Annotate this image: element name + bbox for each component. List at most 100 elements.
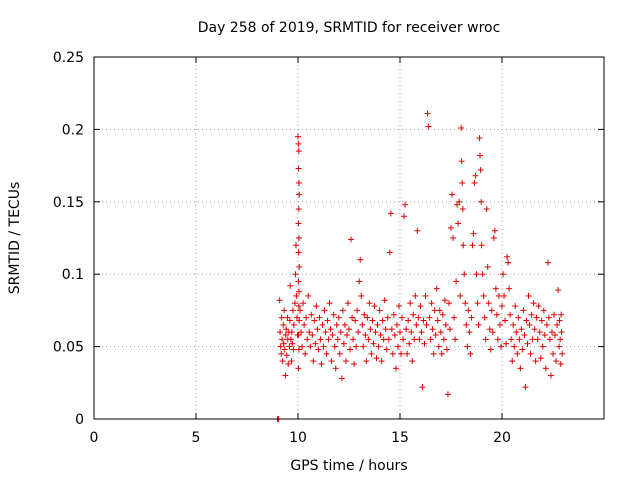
data-point bbox=[290, 321, 297, 328]
data-point bbox=[449, 191, 456, 198]
data-point bbox=[509, 358, 516, 365]
data-point bbox=[547, 372, 554, 379]
data-point bbox=[419, 384, 426, 391]
data-point bbox=[375, 343, 382, 350]
data-point bbox=[414, 227, 421, 234]
x-tick-label: 10 bbox=[289, 430, 307, 446]
data-point bbox=[463, 321, 470, 328]
data-point bbox=[495, 292, 502, 299]
data-point bbox=[438, 350, 445, 357]
data-point bbox=[538, 317, 545, 324]
data-point bbox=[481, 314, 488, 321]
data-point bbox=[280, 321, 287, 328]
data-point bbox=[550, 350, 556, 357]
data-point bbox=[445, 300, 452, 307]
data-point bbox=[406, 340, 413, 347]
data-point bbox=[420, 317, 427, 324]
data-point bbox=[319, 321, 326, 328]
data-point bbox=[430, 350, 437, 357]
data-point bbox=[326, 300, 333, 307]
data-point bbox=[421, 340, 428, 347]
data-point bbox=[285, 360, 292, 367]
data-point bbox=[539, 343, 546, 350]
data-point bbox=[281, 346, 288, 353]
data-point bbox=[522, 384, 529, 391]
data-point bbox=[370, 340, 377, 347]
data-point bbox=[470, 230, 477, 237]
data-point bbox=[291, 300, 298, 307]
data-point bbox=[532, 358, 539, 365]
y-tick-label: 0.2 bbox=[62, 122, 84, 138]
data-point bbox=[308, 311, 315, 318]
data-point bbox=[404, 350, 411, 357]
data-point bbox=[402, 201, 409, 208]
data-point bbox=[462, 300, 469, 307]
data-point bbox=[286, 317, 293, 324]
data-point bbox=[299, 343, 306, 350]
data-point bbox=[337, 329, 344, 336]
data-point bbox=[288, 358, 295, 365]
data-point bbox=[352, 317, 359, 324]
data-point bbox=[417, 303, 424, 310]
data-point bbox=[483, 206, 490, 213]
data-point bbox=[466, 329, 473, 336]
data-point bbox=[287, 336, 294, 343]
data-point bbox=[526, 321, 533, 328]
data-point bbox=[393, 321, 400, 328]
data-point bbox=[325, 336, 332, 343]
data-point bbox=[426, 314, 433, 321]
x-tick-label: 0 bbox=[90, 430, 99, 446]
data-point bbox=[295, 303, 302, 310]
data-point bbox=[537, 355, 544, 362]
data-point bbox=[409, 358, 416, 365]
data-point bbox=[541, 332, 548, 339]
data-point bbox=[516, 336, 523, 343]
data-point bbox=[385, 336, 392, 343]
y-tick-label: 0.15 bbox=[53, 195, 84, 211]
data-point bbox=[305, 292, 312, 299]
data-point bbox=[280, 340, 287, 347]
data-point bbox=[543, 321, 550, 328]
data-point bbox=[517, 365, 524, 372]
data-point bbox=[395, 303, 402, 310]
data-point bbox=[403, 326, 410, 333]
data-point bbox=[377, 332, 384, 339]
data-point bbox=[378, 358, 385, 365]
data-point bbox=[451, 314, 458, 321]
data-point bbox=[503, 340, 510, 347]
data-point bbox=[357, 256, 364, 263]
data-point bbox=[303, 314, 310, 321]
data-point bbox=[473, 271, 480, 278]
data-point bbox=[502, 317, 509, 324]
data-point bbox=[535, 303, 542, 310]
data-point bbox=[287, 282, 294, 289]
data-point bbox=[413, 321, 420, 328]
data-point bbox=[432, 332, 439, 339]
data-point bbox=[359, 321, 366, 328]
data-point bbox=[371, 303, 378, 310]
data-point bbox=[410, 311, 417, 318]
data-point bbox=[283, 326, 290, 333]
data-point bbox=[300, 300, 307, 307]
data-point bbox=[374, 321, 381, 328]
data-point bbox=[342, 358, 349, 365]
grid-lines bbox=[94, 57, 604, 419]
data-point bbox=[521, 332, 528, 339]
data-point bbox=[443, 346, 450, 353]
data-point bbox=[283, 352, 290, 359]
data-point bbox=[555, 287, 562, 294]
data-point bbox=[542, 365, 549, 372]
data-point bbox=[346, 326, 352, 333]
data-point bbox=[277, 343, 284, 350]
data-point bbox=[437, 329, 444, 336]
data-point bbox=[400, 336, 407, 343]
data-point bbox=[435, 343, 442, 350]
data-point bbox=[353, 343, 360, 350]
data-point bbox=[518, 326, 525, 333]
x-tick-label: 15 bbox=[391, 430, 409, 446]
data-point bbox=[315, 346, 322, 353]
data-point bbox=[336, 350, 343, 357]
data-point bbox=[480, 292, 487, 299]
data-point bbox=[465, 307, 472, 314]
data-point bbox=[551, 311, 558, 318]
